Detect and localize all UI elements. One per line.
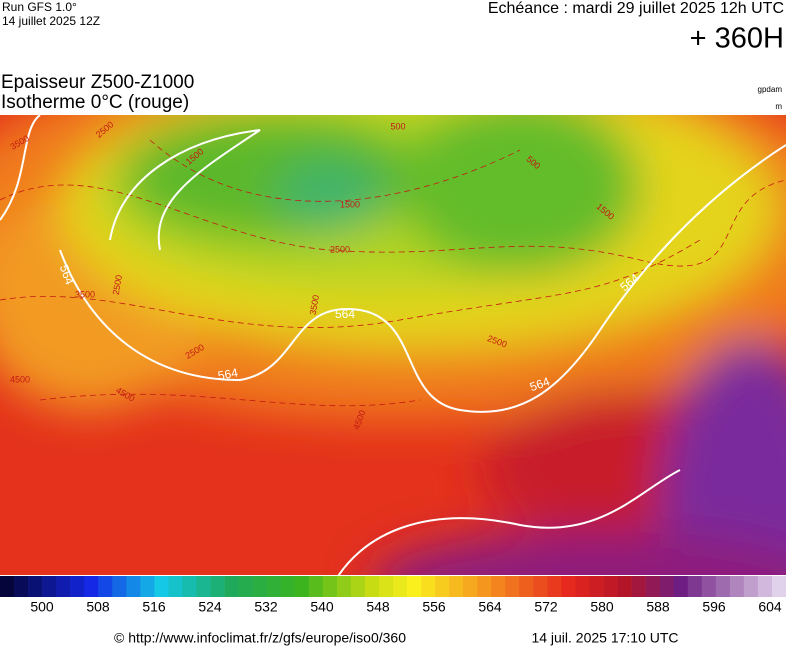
colorbar-swatch <box>407 576 422 597</box>
colorbar-swatch <box>28 576 43 597</box>
contour-label: 564 <box>57 263 77 287</box>
colorbar-swatch <box>350 576 366 597</box>
colorbar-label: 580 <box>590 599 614 615</box>
colorbar-swatch <box>435 576 450 597</box>
colorbar-swatch <box>743 576 759 597</box>
colorbar-swatch <box>336 576 352 597</box>
colorbar-swatch <box>547 576 562 597</box>
colorbar-swatch <box>603 576 618 597</box>
colorbar-label: 540 <box>310 599 334 615</box>
colorbar-swatch <box>294 576 310 597</box>
colorbar-swatch <box>154 576 169 597</box>
colorbar-label: 564 <box>478 599 502 615</box>
colorbar-label: 532 <box>254 599 278 615</box>
lead-time: + 360H <box>690 23 784 55</box>
contour-label: 564 <box>528 374 552 394</box>
footer-url: © http://www.infoclimat.fr/z/gfs/europe/… <box>114 630 406 646</box>
colorbar-swatch <box>84 576 99 597</box>
colorbar-swatch <box>393 576 408 597</box>
colorbar-swatch <box>631 576 646 597</box>
contour-label: 500 <box>390 121 405 131</box>
colorbar-swatch <box>140 576 155 597</box>
colorbar-swatch <box>112 576 127 597</box>
colorbar-label: 524 <box>198 599 222 615</box>
unit-isotherm: m <box>775 102 782 111</box>
colorbar-label: 508 <box>86 599 110 615</box>
colorbar-swatch <box>687 576 703 597</box>
contour-label: 2500 <box>330 244 350 254</box>
colorbar-swatch <box>715 576 731 597</box>
title-line1: Epaisseur Z500-Z1000 <box>1 72 194 93</box>
colorbar-swatch <box>322 576 338 597</box>
colorbar-swatch <box>378 576 394 597</box>
colorbar-swatch <box>645 576 660 597</box>
contour-label: 564 <box>335 307 355 321</box>
colorbar-swatch <box>463 576 478 597</box>
contour-label: 2500 <box>111 274 124 295</box>
isotherm-lines <box>0 139 786 407</box>
colorbar-swatch <box>126 576 141 597</box>
colorbar-swatch <box>14 576 29 597</box>
colorbar-label: 588 <box>646 599 670 615</box>
colorbar-swatch <box>449 576 464 597</box>
colorbar: 500 508 516 524 532 540 548 556 564 572 580 588 596 6… <box>0 576 786 615</box>
colorbar-swatch <box>0 576 15 597</box>
colorbar-swatch <box>491 576 506 597</box>
contour-label: 1500 <box>340 199 360 209</box>
colorbar-swatch <box>519 576 534 597</box>
colorbar-swatch <box>505 576 520 597</box>
colorbar-swatch <box>168 576 183 597</box>
colorbar-swatch <box>533 576 548 597</box>
colorbar-swatch <box>42 576 57 597</box>
contour-label: 4500 <box>10 374 30 384</box>
colorbar-swatch <box>575 576 590 597</box>
title-line2: Isotherme 0°C (rouge) <box>1 92 189 113</box>
unit-thickness: gpdam <box>758 85 783 94</box>
colorbar-label: 596 <box>702 599 726 615</box>
colorbar-label: 556 <box>422 599 446 615</box>
colorbar-swatch <box>56 576 71 597</box>
contour-label: 3500 <box>308 294 321 315</box>
colorbar-swatch <box>589 576 604 597</box>
colorbar-swatch <box>757 576 773 597</box>
colorbar-swatch <box>280 576 296 597</box>
colorbar-swatch <box>98 576 113 597</box>
valid-time: Echéance : mardi 29 juillet 2025 12h UTC <box>488 0 784 17</box>
colorbar-swatch <box>617 576 632 597</box>
colorbar-swatch <box>729 576 745 597</box>
run: Run GFS 1.0° <box>2 0 77 14</box>
colorbar-swatch <box>771 576 786 597</box>
colorbar-swatch <box>266 576 282 597</box>
map <box>0 115 786 575</box>
colorbar-swatch <box>701 576 717 597</box>
colorbar-swatch <box>364 576 380 597</box>
colorbar-swatch <box>673 576 689 597</box>
run-date: 14 juillet 2025 12Z <box>2 14 100 28</box>
colorbar-swatch <box>659 576 675 597</box>
colorbar-label: 500 <box>30 599 54 615</box>
colorbar-swatch <box>196 576 211 597</box>
footer-time: 14 juil. 2025 17:10 UTC <box>531 630 678 646</box>
colorbar-label: 572 <box>534 599 558 615</box>
colorbar-swatch <box>561 576 576 597</box>
colorbar-swatch <box>252 576 267 597</box>
colorbar-swatch <box>308 576 324 597</box>
colorbar-label: 516 <box>142 599 166 615</box>
colorbar-swatch <box>224 576 239 597</box>
contour-label: 3500 <box>75 289 95 299</box>
colorbar-label: 548 <box>366 599 390 615</box>
contour-label: 564 <box>217 365 239 382</box>
colorbar-label: 604 <box>758 599 782 615</box>
colorbar-swatch <box>70 576 85 597</box>
colorbar-swatch <box>210 576 225 597</box>
colorbar-swatch <box>238 576 253 597</box>
thickness-564-lines <box>0 115 786 575</box>
colorbar-swatch <box>182 576 197 597</box>
colorbar-swatch <box>421 576 436 597</box>
colorbar-swatch <box>477 576 492 597</box>
